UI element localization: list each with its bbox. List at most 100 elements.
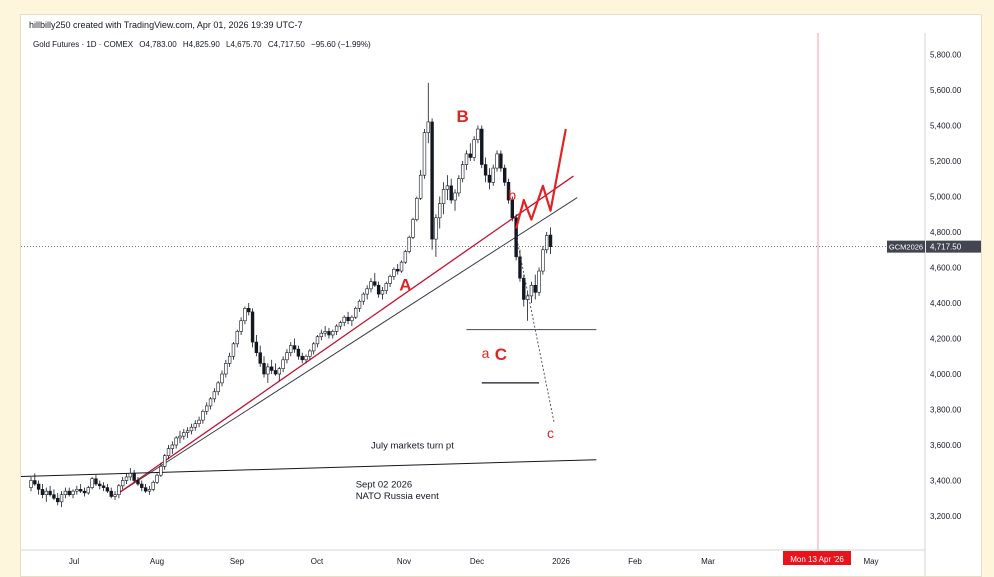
black-support-line — [118, 197, 578, 494]
candle-body — [250, 311, 255, 343]
chart-frame[interactable]: hillbilly250 created with TradingView.co… — [20, 14, 982, 577]
candle — [132, 469, 136, 483]
price-tick-label: 5,200.00 — [930, 157, 962, 166]
candle-body — [33, 480, 37, 485]
candle — [254, 334, 259, 357]
candle-body — [361, 293, 366, 302]
candle-body — [441, 189, 446, 204]
candle-body — [94, 478, 98, 485]
candle-body — [491, 167, 495, 183]
candle-body — [376, 284, 381, 295]
candle — [166, 445, 171, 460]
candle-body — [59, 494, 64, 503]
candle-body — [48, 490, 52, 495]
candle — [357, 299, 362, 312]
candle — [33, 473, 37, 486]
candle-body — [216, 382, 220, 393]
candle-body — [140, 483, 144, 488]
candle-body — [163, 455, 167, 467]
price-axis[interactable]: 3,200.00 3,400.00 3,600.00 3,800.00 4,000.00… — [930, 51, 962, 522]
candle-body — [63, 490, 68, 495]
time-tick-label: Mar — [701, 557, 715, 566]
candle — [36, 480, 41, 495]
candle-body — [254, 341, 259, 353]
legend-c-label: C — [268, 40, 274, 49]
candle — [178, 430, 182, 444]
candle-body — [357, 300, 362, 309]
candle — [319, 329, 324, 341]
candle-body — [178, 435, 182, 439]
candle-body — [189, 426, 194, 432]
candle-body — [292, 345, 297, 350]
price-tick-label: 4,400.00 — [930, 299, 962, 308]
candle — [101, 482, 106, 492]
candle — [147, 485, 152, 495]
time-tick-label: Oct — [311, 557, 324, 566]
candle-body — [300, 355, 304, 361]
candle-body — [147, 489, 152, 492]
candle — [430, 118, 434, 250]
candle-body — [460, 164, 465, 180]
candle — [438, 196, 442, 229]
candle — [392, 267, 396, 280]
candle — [502, 164, 507, 186]
candle-body — [369, 281, 373, 290]
candle — [353, 306, 358, 319]
candle — [212, 388, 217, 403]
candle — [418, 169, 423, 201]
candle-body — [212, 391, 217, 400]
candle-body — [510, 199, 515, 219]
candle — [56, 492, 60, 506]
candle-body — [399, 261, 404, 272]
long-horizontal-line — [21, 459, 597, 477]
projections — [515, 128, 567, 424]
candle-body — [464, 153, 469, 165]
legend: Gold Futures · 1D · COMEX O4,783.00 H4,8… — [33, 40, 371, 49]
candle — [300, 352, 304, 364]
annotation-text: Sept 02 2026 — [356, 480, 413, 491]
candle-body — [132, 473, 136, 481]
price-tick-label: 4,800.00 — [930, 228, 962, 237]
price-tick-label: 4,000.00 — [930, 370, 962, 379]
candle — [289, 342, 293, 357]
candle — [453, 189, 457, 211]
candle-body — [342, 316, 346, 323]
candle-body — [544, 235, 549, 251]
candle-body — [289, 345, 293, 354]
candle — [59, 491, 64, 508]
candle — [224, 359, 228, 378]
candle — [338, 320, 343, 330]
time-axis[interactable]: Jul Aug Sep Oct Nov Dec 2026 Feb Mar May — [69, 557, 879, 566]
candle-body — [388, 276, 392, 284]
candle — [464, 150, 469, 170]
candle — [197, 416, 201, 428]
candle-body — [304, 355, 308, 361]
candle-body — [426, 121, 430, 133]
candles — [29, 82, 553, 508]
candle — [548, 227, 553, 255]
candle — [120, 476, 125, 490]
candle-body — [151, 481, 155, 490]
candle — [82, 487, 87, 497]
candle — [216, 381, 220, 396]
candle-body — [537, 270, 541, 293]
time-tick-label: Sep — [230, 557, 245, 566]
candle-body — [273, 370, 278, 375]
candle — [235, 329, 239, 348]
legend-h-value: 4,825.90 — [189, 40, 221, 49]
candle — [476, 125, 480, 144]
time-tick-label: Feb — [628, 557, 642, 566]
candle-body — [239, 320, 243, 332]
candle-body — [197, 419, 201, 424]
candle-body — [541, 249, 545, 272]
candle-body — [40, 489, 45, 495]
candle — [231, 342, 236, 360]
candle-body — [285, 352, 289, 361]
candle — [376, 281, 381, 298]
candle — [185, 427, 190, 438]
candle-body — [407, 237, 411, 252]
legend-o-value: 4,783.00 — [146, 40, 178, 49]
candle — [342, 315, 346, 327]
candle — [483, 157, 488, 183]
candle — [71, 489, 75, 499]
